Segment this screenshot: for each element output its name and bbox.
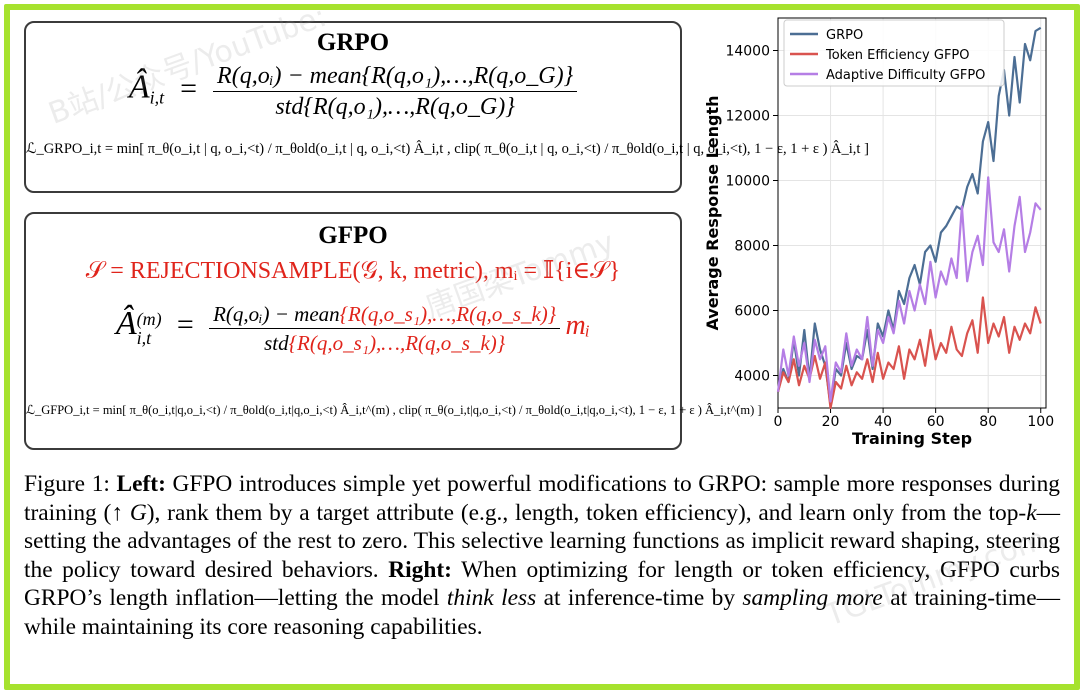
caption-left-bold: Left:: [116, 471, 166, 497]
gfpo-adv-lhs: Â: [115, 304, 137, 342]
legend-label: Token Efficiency GFPO: [825, 48, 970, 63]
gfpo-adv-lhs-sup: (m): [136, 309, 162, 330]
legend-label: GRPO: [826, 28, 863, 43]
y-axis-label: Average Response Length: [703, 95, 722, 330]
gfpo-title: GFPO: [318, 222, 388, 249]
x-tick-label: 100: [1027, 414, 1054, 430]
gfpo-advantage-equation: Â (m) i,t = R(q,oᵢ) − mean{R(q,o_s₁),…,R(q…: [115, 302, 591, 356]
caption-right-bold: Right:: [388, 556, 452, 583]
x-tick-label: 60: [927, 414, 945, 430]
y-tick-label: 10000: [725, 174, 770, 190]
gfpo-adv-den-black: std: [264, 331, 289, 355]
caption-part2: ), rank them by a target attribute (e.g.…: [146, 499, 1027, 526]
y-tick-label: 14000: [725, 44, 770, 60]
caption-g: G: [129, 499, 147, 526]
grpo-formula-box: GRPO Âi,t = R(q,oᵢ) − mean{R(q,o₁),…,R(q…: [24, 21, 869, 193]
x-tick-label: 0: [774, 414, 783, 430]
grpo-adv-lhs-sub: i,t: [149, 87, 165, 108]
grpo-adv-numerator: R(q,oᵢ) − mean{R(q,o₁),…,R(q,o_G)}: [213, 63, 578, 92]
caption-part5: at inference-time by: [536, 585, 743, 612]
y-tick-label: 8000: [734, 239, 770, 255]
grpo-title: GRPO: [316, 29, 390, 56]
caption-think-less: think less: [446, 585, 537, 612]
caption-part3: —setting the advantages of the rest to z…: [24, 499, 1060, 583]
gfpo-formula-box: GFPO 𝒮 = REJECTIONSAMPLE(𝒢, k, metric), …: [24, 212, 762, 450]
x-tick-label: 80: [979, 414, 997, 430]
caption-k: k: [1026, 499, 1037, 526]
gfpo-adv-den-red: {R(q,o_s₁),…,R(q,o_s_k)}: [288, 331, 506, 355]
x-tick-label: 20: [822, 414, 840, 430]
x-axis-label: Training Step: [852, 429, 972, 448]
gfpo-mask: mᵢ: [565, 309, 591, 341]
gfpo-selection-equation: 𝒮 = REJECTIONSAMPLE(𝒢, k, metric), mᵢ = …: [85, 258, 621, 284]
legend-label: Adaptive Difficulty GFPO: [826, 68, 985, 83]
legend-box: [783, 19, 1005, 87]
gfpo-adv-fraction: R(q,oᵢ) − mean{R(q,o_s₁),…,R(q,o_s_k)} s…: [209, 302, 561, 356]
gfpo-adv-num-red: {R(q,o_s₁),…,R(q,o_s_k)}: [339, 302, 557, 326]
chart-svg: 0 20 40 60 80 100 4000 6000 8000 10000 12000 14000 T…: [703, 17, 1054, 448]
grpo-advantage-equation: Âi,t = R(q,oᵢ) − mean{R(q,o₁),…,R(q,o_G)…: [26, 63, 680, 121]
plot-area-border: [777, 17, 1047, 409]
caption-sampling-more: sampling more: [742, 585, 883, 612]
series-line: [776, 296, 1042, 410]
caption-part4: When optimizing for length or token effi…: [24, 556, 1060, 612]
grpo-adv-lhs: Â: [128, 68, 150, 106]
caption-label: Figure 1:: [24, 471, 110, 497]
x-tick-label: 40: [874, 414, 892, 430]
gfpo-adv-lhs-sub: i,t: [136, 328, 152, 348]
caption-part1: GFPO introduces simple yet powerful modi…: [24, 471, 1060, 526]
gfpo-adv-num-black: R(q,oᵢ) − mean: [213, 302, 340, 326]
y-tick-label: 6000: [734, 304, 770, 320]
grpo-adv-denominator: std{R(q,o₁),…,R(q,o_G)}: [275, 94, 515, 120]
figure-caption: Figure 1: Left: GFPO introduces simple y…: [24, 470, 1060, 642]
gfpo-loss-equation: ℒ_GFPO_i,t = min[ π_θ(o_i,t|q,o_i,<t) / …: [26, 403, 762, 417]
y-tick-label: 12000: [725, 109, 770, 125]
y-tick-label: 4000: [734, 369, 770, 385]
grpo-loss-equation: ℒ_GRPO_i,t = min[ π_θ(o_i,t | q, o_i,<t)…: [26, 141, 869, 157]
response-length-chart: 0 20 40 60 80 100 4000 6000 8000 10000 12000 14000 T…: [696, 10, 1062, 450]
caption-part6: at training-time—while maintaining its c…: [24, 585, 1060, 640]
series-line: [776, 176, 1042, 403]
grpo-adv-fraction: R(q,oᵢ) − mean{R(q,o₁),…,R(q,o_G)} std{R…: [213, 63, 578, 121]
